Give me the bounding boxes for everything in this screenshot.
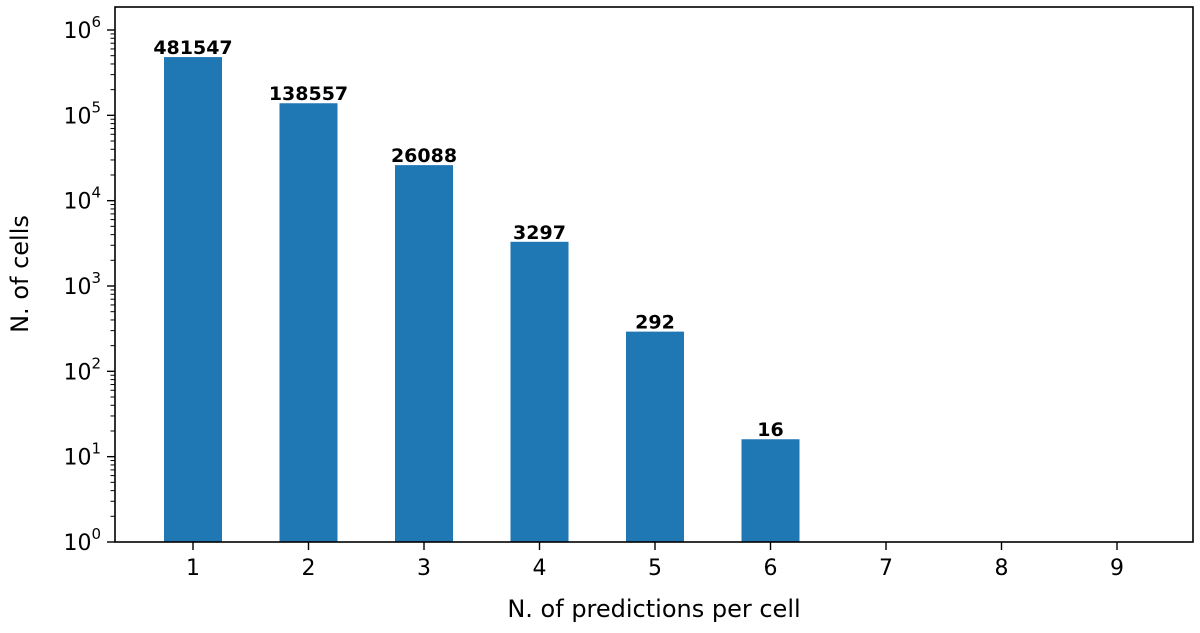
plot-area-frame [114,6,1194,543]
y-tick-base: 10 [63,531,91,556]
y-axis-title: N. of cells [6,215,34,333]
y-tick-base: 10 [63,360,91,385]
x-tick-label: 8 [995,556,1009,581]
x-tick-label: 4 [533,556,547,581]
x-tick-label: 6 [764,556,778,581]
bar-label-4: 3297 [513,222,566,244]
y-tick-label: 100 [63,525,101,556]
y-tick-base: 10 [63,190,91,215]
y-tick-exponent: 0 [91,525,101,543]
y-tick-exponent: 3 [91,269,101,287]
bar-4 [510,241,569,543]
x-tick-label: 3 [417,556,431,581]
y-tick-base: 10 [63,19,91,44]
bar-label-2: 138557 [269,83,348,105]
y-tick-exponent: 2 [91,354,101,372]
x-axis-title: N. of predictions per cell [507,595,800,623]
x-tick-label: 9 [1110,556,1124,581]
bar-label-6: 16 [757,419,783,441]
bar-label-1: 481547 [153,37,232,59]
bar-labels-group: 481547 138557 26088 3297 292 16 [153,37,783,441]
y-tick-base: 10 [63,104,91,129]
bars-group [164,57,800,543]
x-tick-label: 2 [302,556,316,581]
y-tick-exponent: 5 [91,98,101,116]
x-tick-label: 5 [648,556,662,581]
y-tick-label: 102 [63,354,101,385]
bar-3 [395,165,453,543]
y-tick-label: 101 [63,440,101,471]
y-tick-label: 103 [63,269,101,300]
y-tick-exponent: 6 [91,13,101,31]
bar-label-3: 26088 [391,145,457,167]
bar-label-5: 292 [635,312,675,334]
bar-6 [741,439,800,542]
x-tick-label: 1 [186,556,200,581]
y-tick-base: 10 [63,446,91,471]
x-axis: 1 2 3 4 5 6 7 8 9 [186,542,1124,581]
y-tick-exponent: 4 [91,184,101,202]
x-tick-label: 7 [879,556,893,581]
bar-5 [626,331,684,542]
y-tick-label: 106 [63,13,101,44]
y-tick-exponent: 1 [91,440,101,458]
y-tick-base: 10 [63,275,91,300]
y-tick-label: 105 [63,98,101,129]
y-tick-label: 104 [63,184,101,215]
bar-2 [279,103,338,542]
bar-1 [164,57,222,542]
